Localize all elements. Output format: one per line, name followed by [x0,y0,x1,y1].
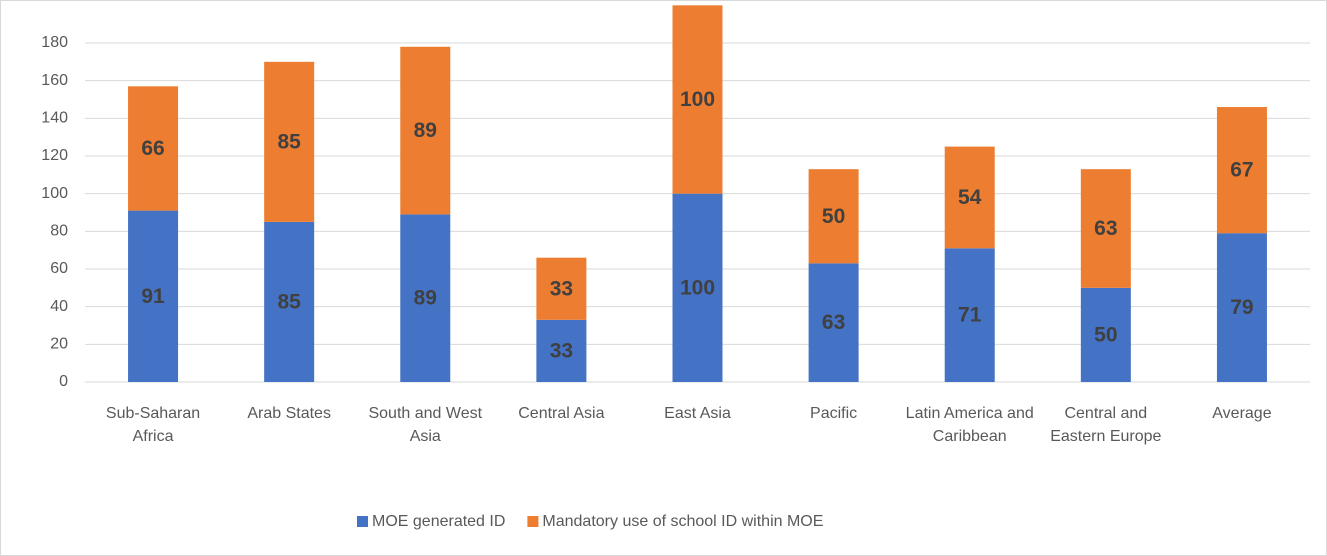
data-label: 50 [822,205,845,228]
bar-segment [1080,169,1131,288]
y-tick-label: 120 [41,147,68,164]
bar-segment [808,263,859,382]
x-tick-label: East Asia [664,405,731,422]
x-tick-label: Sub-Saharan Africa [105,405,201,445]
bar-segment [672,5,723,194]
y-tick-label: 40 [50,298,68,315]
data-label: 66 [141,137,164,160]
x-tick-label: Pacific [810,405,858,422]
x-tick-label: Latin America and Caribbean [905,405,1034,445]
x-tick-label: Central Asia [518,405,605,422]
data-label: 71 [958,304,982,327]
y-tick-label: 60 [50,260,68,277]
y-tick-label: 20 [50,336,68,353]
bar-segment [1216,107,1267,234]
legend-swatch [527,516,539,527]
bar-segment [808,169,859,264]
y-tick-label: 140 [41,110,68,127]
data-label: 91 [141,285,165,308]
bar-segment [400,214,451,382]
data-label: 63 [822,311,845,334]
data-label: 67 [1230,159,1253,182]
legend-swatch [357,516,368,527]
x-tick-label: South and West Asia [368,405,483,445]
bar-segment [264,61,315,222]
bar-segment [1080,287,1131,382]
y-tick-label: 80 [50,223,68,240]
data-label: 100 [680,276,715,299]
bar-segment [672,193,723,382]
x-tick-label: Central and Eastern Europe [1050,405,1162,445]
y-tick-label: 0 [59,373,68,390]
data-label: 33 [550,277,573,300]
bar-segment [128,86,179,211]
x-tick-label: Average [1212,405,1272,422]
legend-label: MOE generated ID [372,513,505,530]
legend-label: Mandatory use of school ID within MOE [542,513,823,530]
bar-segment [944,146,995,249]
bar-segment [400,46,451,215]
data-label: 100 [680,88,715,111]
data-label: 50 [1094,323,1117,346]
bar-segment [536,319,587,382]
data-label: 89 [414,119,437,142]
bar-segment [1216,233,1267,382]
data-label: 54 [958,186,982,209]
bar-segment [536,257,587,320]
y-tick-label: 180 [41,34,68,51]
data-label: 89 [414,287,437,310]
bar-segment [128,210,179,382]
y-tick-label: 100 [41,185,68,202]
data-label: 33 [550,339,573,362]
data-label: 85 [277,291,301,314]
data-label: 79 [1230,296,1253,319]
x-tick-label: Arab States [247,405,331,422]
data-label: 85 [277,130,301,153]
y-tick-label: 160 [41,72,68,89]
bar-segment [944,248,995,382]
bar-segment [264,221,315,382]
data-label: 63 [1094,217,1117,240]
